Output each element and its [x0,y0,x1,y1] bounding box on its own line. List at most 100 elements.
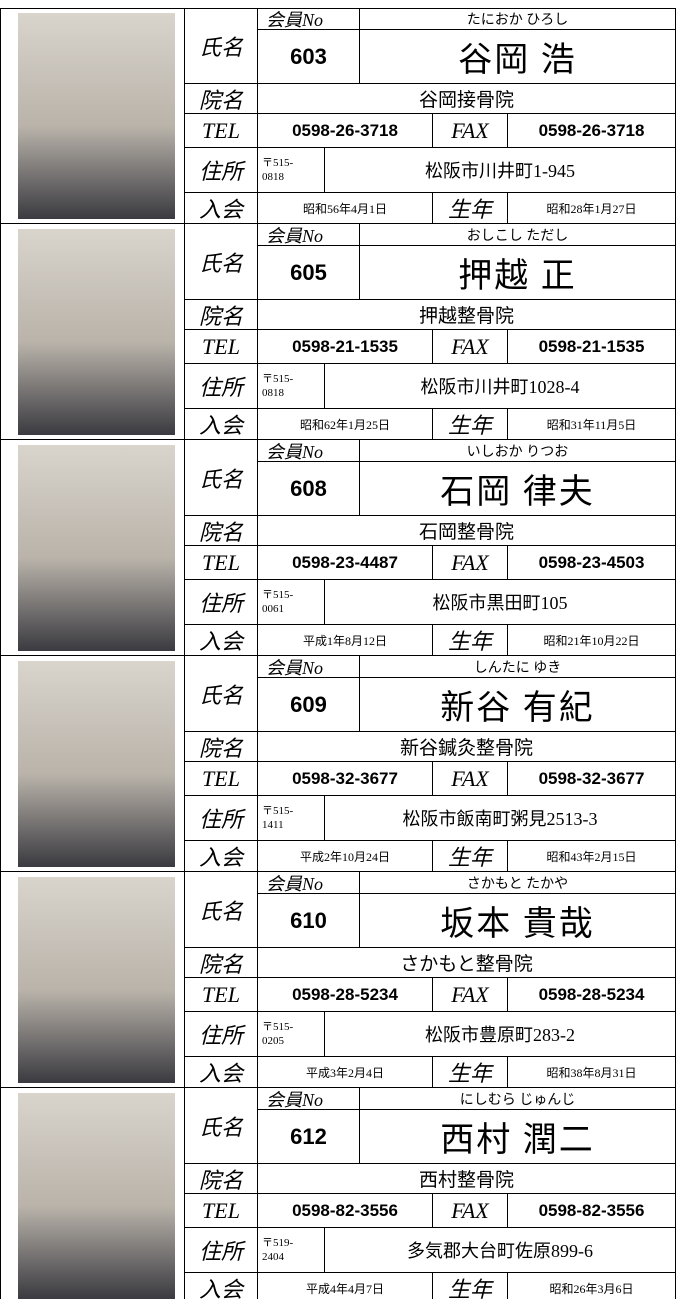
fax-label: FAX [433,114,508,148]
member-photo [18,1093,175,1299]
clinic-label: 院名 [185,516,258,546]
clinic-label: 院名 [185,732,258,762]
tel-label: TEL [185,978,258,1012]
address: 松阪市飯南町粥見2513-3 [325,796,676,841]
member-no: 605 [258,246,360,300]
born-label: 生年 [433,1273,508,1299]
tel-label: TEL [185,546,258,580]
no-label: 会員No [258,656,360,678]
kana: しんたに ゆき [360,656,676,678]
photo-cell [0,1088,185,1299]
member-photo [18,13,175,219]
address-label: 住所 [185,148,258,193]
birth-date: 昭和43年2月15日 [508,841,676,872]
clinic-name: 石岡整骨院 [258,516,676,546]
tel: 0598-23-4487 [258,546,433,580]
tel-label: TEL [185,1194,258,1228]
no-label: 会員No [258,1088,360,1110]
postal-line: 〒515- [262,805,294,817]
address: 松阪市川井町1-945 [325,148,676,193]
member-photo [18,229,175,435]
address-label: 住所 [185,364,258,409]
address: 多気郡大台町佐原899-6 [325,1228,676,1273]
member-no: 603 [258,30,360,84]
clinic-label: 院名 [185,84,258,114]
tel: 0598-32-3677 [258,762,433,796]
kana: にしむら じゅんじ [360,1088,676,1110]
member-photo [18,877,175,1083]
member-name: 西村 潤二 [360,1110,676,1164]
member-no: 612 [258,1110,360,1164]
clinic-label: 院名 [185,948,258,978]
postal-code: 〒515- 0205 [258,1012,325,1057]
clinic-label: 院名 [185,300,258,330]
member-name: 新谷 有紀 [360,678,676,732]
joined-label: 入会 [185,193,258,224]
born-label: 生年 [433,193,508,224]
name-label: 氏名 [185,1088,258,1164]
joined-date: 昭和62年1月25日 [258,409,433,440]
joined-label: 入会 [185,625,258,656]
joined-label: 入会 [185,409,258,440]
address-label: 住所 [185,1012,258,1057]
kana: さかもと たかや [360,872,676,894]
member-name: 谷岡 浩 [360,30,676,84]
tel: 0598-26-3718 [258,114,433,148]
member-no: 609 [258,678,360,732]
postal-code: 〒515- 0061 [258,580,325,625]
name-label: 氏名 [185,224,258,300]
member-no: 608 [258,462,360,516]
postal-line: 0061 [262,603,284,615]
postal-line: 1411 [262,819,284,831]
fax-label: FAX [433,330,508,364]
postal-line: 〒515- [262,589,294,601]
joined-date: 平成2年10月24日 [258,841,433,872]
photo-cell [0,656,185,872]
fax: 0598-28-5234 [508,978,676,1012]
address: 松阪市黒田町105 [325,580,676,625]
no-label: 会員No [258,8,360,30]
birth-date: 昭和28年1月27日 [508,193,676,224]
member-name: 坂本 貴哉 [360,894,676,948]
name-label: 氏名 [185,8,258,84]
fax: 0598-23-4503 [508,546,676,580]
member-photo [18,661,175,867]
tel: 0598-82-3556 [258,1194,433,1228]
address: 松阪市豊原町283-2 [325,1012,676,1057]
name-label: 氏名 [185,656,258,732]
fax-label: FAX [433,546,508,580]
postal-line: 〒519- [262,1237,294,1249]
postal-line: 〒515- [262,157,294,169]
name-label: 氏名 [185,872,258,948]
fax-label: FAX [433,978,508,1012]
postal-code: 〒515- 0818 [258,364,325,409]
clinic-name: 押越整骨院 [258,300,676,330]
joined-label: 入会 [185,1057,258,1088]
member-no: 610 [258,894,360,948]
member-name: 押越 正 [360,246,676,300]
kana: たにおか ひろし [360,8,676,30]
born-label: 生年 [433,409,508,440]
joined-label: 入会 [185,1273,258,1299]
fax-label: FAX [433,762,508,796]
birth-date: 昭和26年3月6日 [508,1273,676,1299]
postal-line: 〒515- [262,1021,294,1033]
born-label: 生年 [433,841,508,872]
postal-line: 0205 [262,1035,284,1047]
fax: 0598-21-1535 [508,330,676,364]
name-label: 氏名 [185,440,258,516]
postal-code: 〒515- 1411 [258,796,325,841]
address: 松阪市川井町1028-4 [325,364,676,409]
clinic-label: 院名 [185,1164,258,1194]
joined-label: 入会 [185,841,258,872]
clinic-name: 西村整骨院 [258,1164,676,1194]
kana: いしおか りつお [360,440,676,462]
address-label: 住所 [185,580,258,625]
joined-date: 平成1年8月12日 [258,625,433,656]
tel-label: TEL [185,330,258,364]
postal-code: 〒515- 0818 [258,148,325,193]
postal-code: 〒519- 2404 [258,1228,325,1273]
tel: 0598-21-1535 [258,330,433,364]
postal-line: 0818 [262,387,284,399]
